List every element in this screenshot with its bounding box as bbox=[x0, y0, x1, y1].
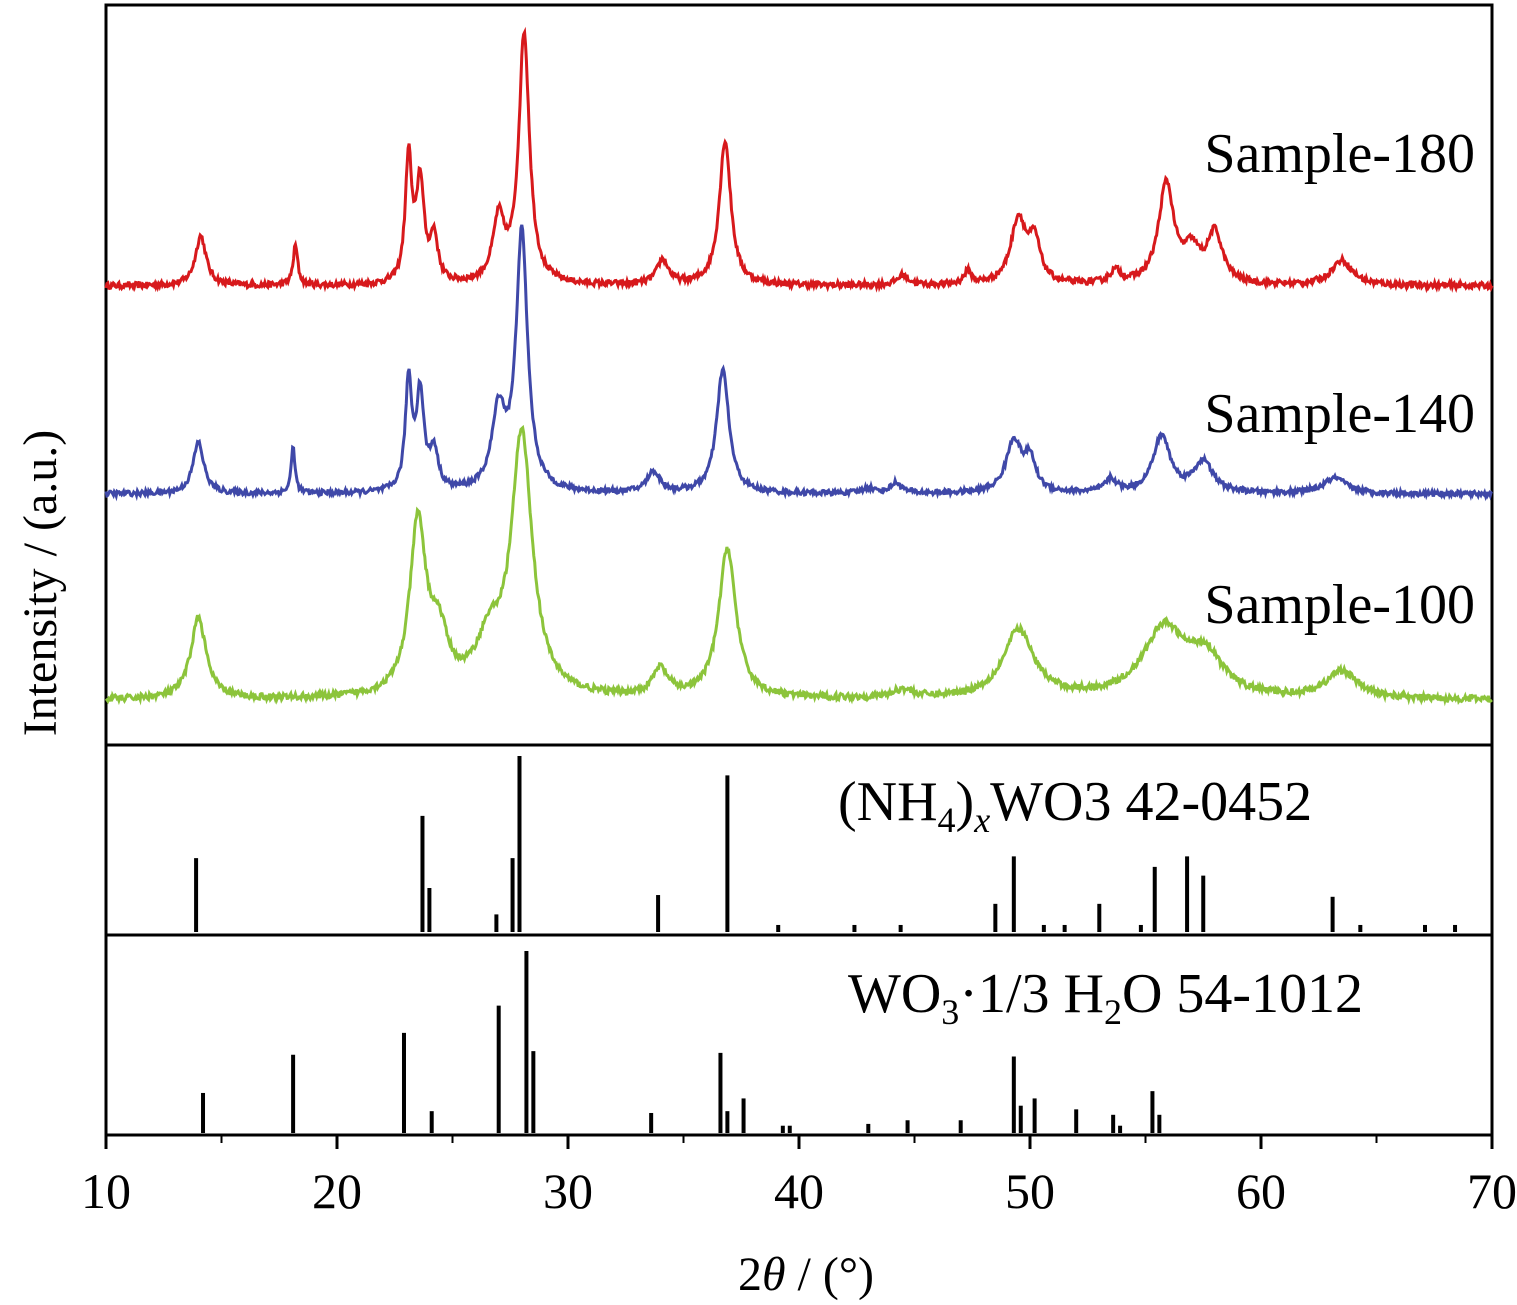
reference-labels: (NH4)xWO3 42-0452 WO3·1/3 H2O 54-1012 bbox=[838, 771, 1363, 1032]
y-axis-label: Intensity / (a.u.) bbox=[14, 430, 67, 737]
x-tick-label-6: 70 bbox=[1467, 1163, 1517, 1219]
x-tick-label-1: 20 bbox=[312, 1163, 362, 1219]
series-labels: Sample-180 Sample-140 Sample-100 bbox=[1204, 123, 1475, 636]
x-tick-label-2: 30 bbox=[543, 1163, 593, 1219]
series-layer bbox=[104, 26, 1494, 707]
reference-label-1: WO3·1/3 H2O 54-1012 bbox=[848, 963, 1363, 1032]
series-label-0: Sample-180 bbox=[1204, 123, 1475, 185]
x-tick-label-4: 50 bbox=[1005, 1163, 1055, 1219]
series-line-1 bbox=[104, 224, 1493, 502]
series-label-1: Sample-140 bbox=[1204, 383, 1475, 445]
sample-panel: Sample-180 Sample-140 Sample-100 bbox=[104, 3, 1494, 747]
reference-sticks-layer bbox=[194, 756, 1458, 1133]
x-tick-label-5: 60 bbox=[1236, 1163, 1286, 1219]
reference-label-0: (NH4)xWO3 42-0452 bbox=[838, 771, 1312, 840]
series-line-2 bbox=[104, 424, 1493, 707]
x-axis-label: 2θ / (°) bbox=[738, 1248, 874, 1301]
x-tick-label-0: 10 bbox=[81, 1163, 131, 1219]
series-label-2: Sample-100 bbox=[1204, 574, 1475, 636]
x-axis: 10 20 30 40 50 60 70 bbox=[81, 1135, 1517, 1219]
x-tick-label-3: 40 bbox=[774, 1163, 824, 1219]
series-line-0 bbox=[104, 26, 1494, 294]
